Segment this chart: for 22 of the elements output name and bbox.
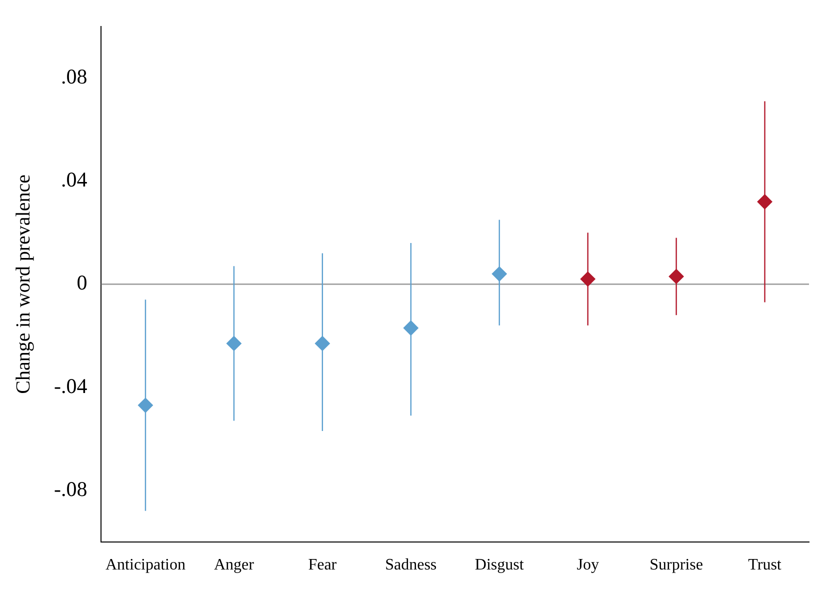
x-tick-label: Anticipation xyxy=(105,556,186,574)
x-tick-label: Sadness xyxy=(385,556,437,574)
y-tick-label: 0 xyxy=(76,270,88,295)
point xyxy=(580,272,596,287)
point xyxy=(403,320,418,336)
x-tick-label: Fear xyxy=(308,556,338,574)
y-tick-label: .04 xyxy=(60,168,88,192)
point xyxy=(757,194,772,210)
y-tick-label: -.08 xyxy=(54,476,88,501)
point xyxy=(314,336,330,351)
point xyxy=(492,266,507,282)
x-tick-label: Joy xyxy=(576,556,599,574)
x-tick-label: Disgust xyxy=(474,556,524,574)
y-tick-label: -.04 xyxy=(54,374,88,398)
point xyxy=(668,268,684,284)
x-tick-label: Anger xyxy=(214,556,255,574)
point xyxy=(138,398,153,413)
x-tick-label: Trust xyxy=(748,556,782,574)
x-tick-label: Surprise xyxy=(650,556,703,574)
y-axis-title: Change in word prevalence xyxy=(12,174,34,394)
point xyxy=(226,336,242,351)
y-tick-label: .08 xyxy=(60,64,88,89)
